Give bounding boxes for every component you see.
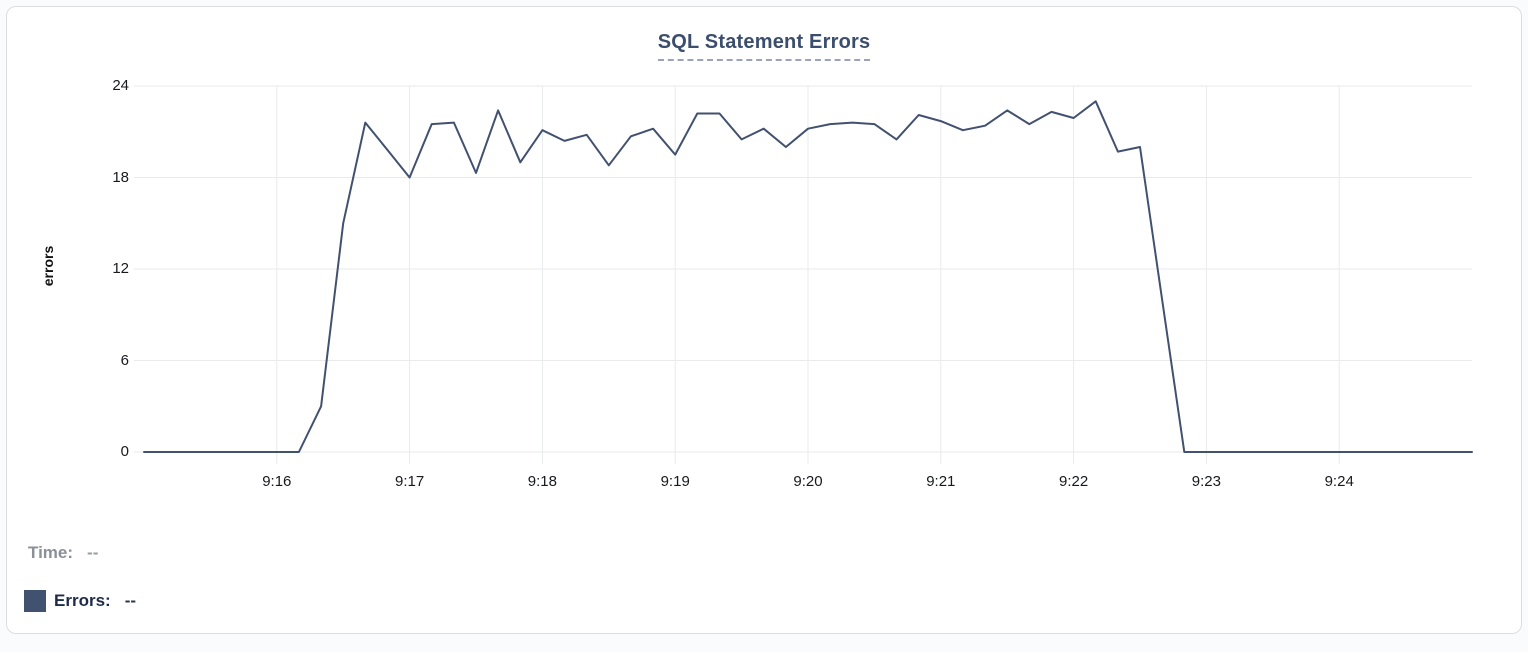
chart-title[interactable]: SQL Statement Errors <box>657 31 871 61</box>
x-tick-label: 9:16 <box>262 473 292 490</box>
y-tick-label: 0 <box>120 443 129 460</box>
y-tick-label: 24 <box>112 77 129 94</box>
errors-series-line <box>143 100 1473 453</box>
errors-legend-item[interactable]: Errors: -- <box>24 590 136 612</box>
y-tick-label: 12 <box>112 260 129 277</box>
x-tick-label: 9:17 <box>394 473 425 490</box>
y-tick-label: 18 <box>112 168 129 186</box>
chart-header: SQL Statement Errors <box>7 31 1521 61</box>
errors-label: Errors: <box>54 591 111 610</box>
x-tick-label: 9:24 <box>1324 473 1354 490</box>
errors-value: -- <box>124 591 137 610</box>
x-tick-label: 9:19 <box>660 473 690 490</box>
y-tick-label: 6 <box>120 351 129 369</box>
x-tick-label: 9:20 <box>793 473 823 490</box>
plot-area[interactable] <box>7 7 1523 635</box>
errors-series-swatch[interactable] <box>24 590 46 612</box>
gridlines <box>134 85 1472 464</box>
chart-card: SQL Statement Errors errors 0 6 12 18 24 9:1… <box>6 6 1522 634</box>
x-tick-label: 9:22 <box>1058 473 1089 490</box>
x-tick-label: 9:18 <box>527 473 557 490</box>
time-label: Time: <box>28 543 74 562</box>
time-readout: Time: -- <box>28 543 98 563</box>
time-value: -- <box>87 543 99 562</box>
x-tick-label: 9:23 <box>1191 473 1221 490</box>
x-tick-label: 9:21 <box>926 473 956 490</box>
